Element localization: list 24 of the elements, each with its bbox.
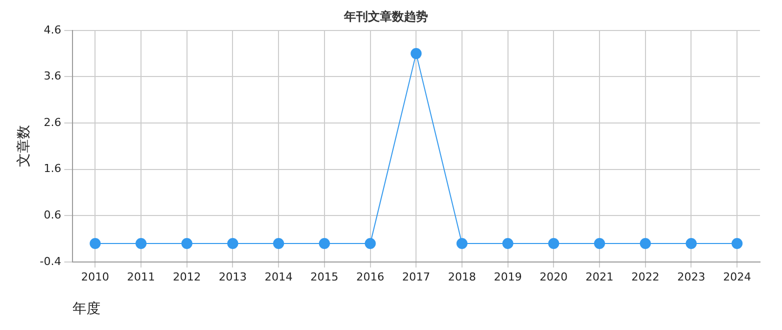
y-tick-label: 1.6 — [44, 162, 62, 176]
x-tick-label: 2016 — [356, 270, 384, 284]
x-tick-label: 2018 — [448, 270, 476, 284]
x-tick-label: 2022 — [631, 270, 660, 284]
x-tick-label: 2015 — [310, 270, 338, 284]
x-tick-label: 2010 — [81, 270, 110, 284]
y-tick-label: -0.4 — [40, 254, 62, 268]
x-tick-label: 2023 — [677, 270, 706, 284]
x-tick-label: 2014 — [264, 270, 293, 284]
x-axis-title: 年度 — [72, 301, 100, 318]
chart-title: 年刊文章数趋势 — [343, 9, 428, 24]
x-tick-label: 2019 — [494, 270, 522, 284]
x-tick-label: 2013 — [218, 270, 247, 284]
x-tick-label: 2012 — [172, 270, 201, 284]
x-tick-label: 2024 — [723, 270, 752, 284]
y-axis-title: 文章数 — [16, 125, 32, 168]
x-tick-label: 2021 — [586, 270, 614, 284]
x-tick-label: 2011 — [127, 270, 156, 284]
x-tick-label: 2020 — [540, 270, 568, 284]
y-tick-label: 2.6 — [44, 116, 62, 129]
x-tick-label: 2017 — [402, 270, 430, 284]
y-tick-label: 3.6 — [44, 70, 62, 83]
y-tick-label: 0.6 — [44, 208, 62, 222]
y-tick-label: 4.6 — [44, 23, 62, 36]
